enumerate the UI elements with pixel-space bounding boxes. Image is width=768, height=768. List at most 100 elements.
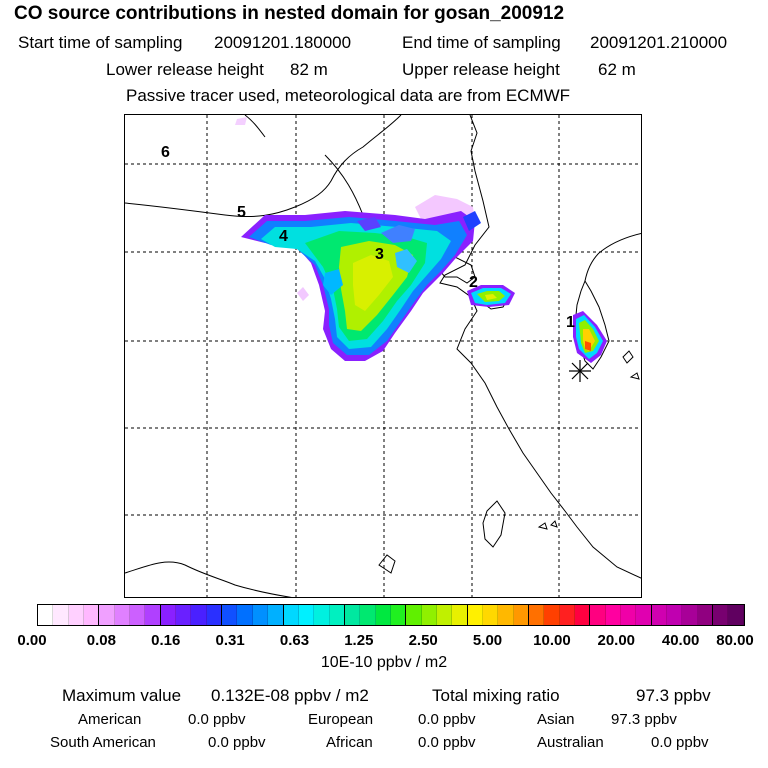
color-scale-cell	[482, 605, 499, 625]
color-scale-units: 10E-10 ppbv / m2	[320, 654, 448, 671]
color-scale-cell	[636, 605, 652, 625]
color-scale-cell	[268, 605, 284, 625]
color-scale-tick-label: 20.00	[597, 632, 636, 649]
color-scale-cell	[667, 605, 683, 625]
region-african-value: 0.0 ppbv	[418, 734, 476, 751]
source-labels: 1 2 3 4 5 6	[161, 144, 575, 331]
region-asian-label: Asian	[537, 711, 575, 728]
color-scale-cell	[160, 605, 177, 625]
color-scale-cell	[191, 605, 207, 625]
color-scale-tick-label: 80.00	[716, 632, 754, 649]
region-european-value: 0.0 ppbv	[418, 711, 476, 728]
color-scale-cell	[421, 605, 437, 625]
color-scale-cell	[697, 605, 714, 625]
region-south-american-label: South American	[50, 734, 156, 751]
color-scale-tick-label: 40.00	[661, 632, 700, 649]
color-scale-tick-label: 0.31	[215, 632, 245, 649]
map-label-2: 2	[469, 274, 478, 291]
color-scale-cell	[498, 605, 514, 625]
color-scale-cell	[237, 605, 253, 625]
map-label-4: 4	[279, 228, 288, 245]
color-scale-cell	[406, 605, 422, 625]
color-scale-tick-label: 2.50	[408, 632, 438, 649]
color-scale-cell	[206, 605, 223, 625]
color-scale-cell	[390, 605, 407, 625]
end-time-value: 20091201.210000	[590, 33, 728, 52]
start-time-label: Start time of sampling	[18, 33, 183, 52]
concentration-plume	[235, 117, 607, 363]
color-scale-cell	[513, 605, 529, 625]
coastlines	[125, 115, 641, 597]
map-label-1: 1	[566, 314, 575, 331]
tracer-note: Passive tracer used, meteorological data…	[126, 86, 571, 105]
color-scale-cell	[252, 605, 269, 625]
region-australian-value: 0.0 ppbv	[651, 734, 709, 751]
color-scale-cell	[314, 605, 330, 625]
total-mixing-value: 97.3 ppbv	[636, 686, 711, 705]
map-label-5: 5	[237, 204, 246, 221]
region-african-label: African	[326, 734, 373, 751]
receptor-asterisk-icon	[569, 360, 591, 382]
color-scale-cell	[329, 605, 345, 625]
color-scale-cell	[375, 605, 391, 625]
total-mixing-label: Total mixing ratio	[432, 686, 560, 705]
color-scale-cell	[529, 605, 545, 625]
lat-lon-grid	[125, 115, 641, 597]
color-scale-cell	[360, 605, 376, 625]
region-south-american-value: 0.0 ppbv	[208, 734, 266, 751]
color-scale-cell	[176, 605, 192, 625]
color-scale-cell	[605, 605, 622, 625]
end-time-label: End time of sampling	[402, 33, 561, 52]
color-scale-tick-label: 0.00	[17, 632, 47, 649]
color-scale-cell	[651, 605, 668, 625]
color-scale-ticks: 0.00 0.08 0.16 0.31 0.63 1.25 2.50 5.00 10.00 20.…	[0, 632, 768, 652]
region-american-value: 0.0 ppbv	[188, 711, 246, 728]
color-scale-bar	[37, 604, 745, 626]
color-scale-cell	[728, 605, 744, 625]
color-scale-tick-label: 0.08	[86, 632, 116, 649]
color-scale-cell	[99, 605, 115, 625]
map-panel: 1 2 3 4 5 6	[124, 114, 642, 598]
map-canvas: 1 2 3 4 5 6	[125, 115, 641, 597]
color-scale-cell	[682, 605, 698, 625]
color-scale-cell	[575, 605, 591, 625]
color-scale-cell	[713, 605, 729, 625]
color-scale-cell	[544, 605, 560, 625]
upper-height-value: 62 m	[598, 60, 636, 79]
color-scale-cell	[559, 605, 576, 625]
color-scale-cell	[114, 605, 131, 625]
max-value: 0.132E-08 ppbv / m2	[211, 686, 369, 705]
max-value-label: Maximum value	[62, 686, 182, 705]
color-scale-cell	[283, 605, 299, 625]
color-scale-tick-label: 1.25	[344, 632, 374, 649]
color-scale-cell	[53, 605, 69, 625]
color-scale-tick-label: 0.63	[279, 632, 310, 649]
color-scale-tick-label: 0.16	[151, 632, 181, 649]
color-scale-cell	[145, 605, 161, 625]
color-scale-cell	[130, 605, 146, 625]
lower-height-label: Lower release height	[106, 60, 264, 79]
lower-height-value: 82 m	[290, 60, 328, 79]
color-scale-cell	[621, 605, 637, 625]
color-scale-cell	[38, 605, 54, 625]
start-time-value: 20091201.180000	[214, 33, 352, 52]
color-scale-cell	[68, 605, 85, 625]
color-scale-cell	[436, 605, 453, 625]
region-american-label: American	[78, 711, 142, 728]
upper-height-label: Upper release height	[402, 60, 560, 79]
color-scale-cell	[452, 605, 468, 625]
color-scale-cell	[222, 605, 238, 625]
figure-title: CO source contributions in nested domain…	[14, 3, 565, 24]
region-australian-label: Australian	[537, 734, 604, 751]
map-label-3: 3	[375, 246, 384, 263]
color-scale-cell	[84, 605, 100, 625]
color-scale-cell	[467, 605, 483, 625]
color-scale-cell	[590, 605, 606, 625]
color-scale-tick-label: 5.00	[472, 632, 503, 649]
color-scale-tick-label: 10.00	[533, 632, 571, 649]
region-european-label: European	[308, 711, 374, 728]
region-asian-value: 97.3 ppbv	[611, 711, 677, 728]
color-scale-cell	[298, 605, 315, 625]
map-label-6: 6	[161, 144, 170, 161]
color-scale-cell	[344, 605, 361, 625]
